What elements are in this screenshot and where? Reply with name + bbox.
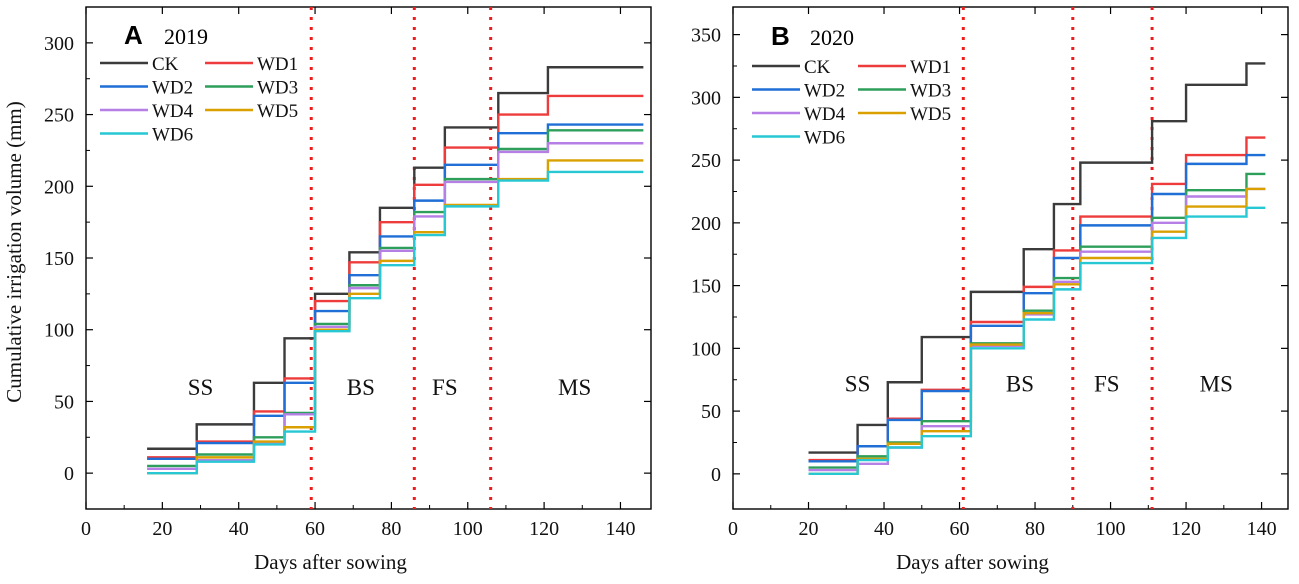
legend-label-ck: CK (804, 57, 831, 78)
legend: CK WD1 WD2 WD3 WD4 WD5 WD6 (752, 57, 951, 149)
y-tick-label: 100 (691, 338, 721, 360)
y-tick-label: 300 (691, 87, 721, 109)
legend-label-wd2: WD2 (152, 78, 193, 99)
y-tick-label: 150 (691, 276, 721, 298)
stage-label-bs: BS (1006, 372, 1034, 397)
legend-label-wd5: WD5 (257, 101, 298, 122)
x-tick-label: 100 (1096, 518, 1126, 540)
y-tick-label: 350 (691, 25, 721, 47)
stage-label-fs: FS (432, 375, 458, 400)
x-tick-label: 80 (381, 518, 401, 540)
stage-label-ms: MS (558, 375, 591, 400)
x-tick-label: 140 (605, 518, 635, 540)
plot-frame (732, 6, 1289, 510)
x-tick-label: 40 (874, 518, 894, 540)
x-tick-label: 20 (799, 518, 819, 540)
x-tick-label: 0 (81, 518, 91, 540)
x-tick-label: 40 (229, 518, 249, 540)
y-tick-label: 100 (44, 320, 74, 342)
x-tick-label: 60 (950, 518, 970, 540)
legend-label-wd2: WD2 (804, 81, 845, 102)
chart-panel-b: 0 20 40 60 80 100 120 140 0 50 100 150 200 250 300 350 D… (691, 6, 1289, 574)
stage-label-bs: BS (347, 375, 375, 400)
y-tick-label: 300 (44, 33, 74, 55)
panel-title: 2019 (164, 24, 208, 49)
y-axis-title: Cumulative irrigation volume (mm) (2, 101, 26, 403)
stage-label-ss: SS (845, 372, 871, 397)
panel-letter: A (124, 20, 143, 50)
stage-label-ms: MS (1200, 372, 1233, 397)
legend-label-wd6: WD6 (804, 128, 845, 149)
legend-label-wd6: WD6 (152, 125, 193, 146)
panel-letter: B (771, 21, 790, 51)
series-line-wd2 (808, 153, 1266, 463)
x-tick-label: 60 (305, 518, 325, 540)
legend-label-wd1: WD1 (910, 57, 951, 78)
y-tick-label: 200 (691, 213, 721, 235)
legend-label-wd5: WD5 (910, 104, 951, 125)
x-tick-label: 120 (1171, 518, 1201, 540)
stage-label-ss: SS (188, 375, 214, 400)
legend-label-wd1: WD1 (257, 54, 298, 75)
legend-label-wd3: WD3 (910, 81, 951, 102)
x-tick-label: 140 (1247, 518, 1277, 540)
y-tick-label: 200 (44, 176, 74, 198)
chart-panel-a: 0 20 40 60 80 100 120 140 0 50 100 150 200 250 300 Days… (2, 6, 652, 574)
legend-label-wd4: WD4 (152, 101, 194, 122)
x-axis-title: Days after sowing (896, 550, 1049, 574)
panel-title: 2020 (810, 25, 854, 50)
stage-label-fs: FS (1094, 372, 1120, 397)
x-tick-label: 20 (152, 518, 172, 540)
y-tick-label: 0 (64, 463, 74, 485)
legend: CK WD1 WD2 WD3 WD4 WD5 WD6 (100, 54, 298, 146)
series-line-ck (808, 62, 1266, 454)
legend-label-wd3: WD3 (257, 78, 298, 99)
x-tick-label: 100 (453, 518, 483, 540)
series-line-ck (147, 66, 644, 450)
series-line-wd6 (808, 206, 1266, 476)
y-tick-label: 50 (701, 401, 721, 423)
series-line-wd6 (147, 170, 644, 475)
x-tick-label: 0 (728, 518, 738, 540)
y-tick-label: 50 (54, 391, 74, 413)
y-tick-label: 150 (44, 248, 74, 270)
legend-label-ck: CK (152, 54, 179, 75)
legend-label-wd4: WD4 (804, 104, 846, 125)
y-tick-label: 0 (711, 464, 721, 486)
y-tick-label: 250 (44, 105, 74, 127)
x-tick-label: 80 (1025, 518, 1045, 540)
x-tick-label: 120 (529, 518, 559, 540)
y-tick-label: 250 (691, 150, 721, 172)
x-axis-title: Days after sowing (254, 550, 407, 574)
